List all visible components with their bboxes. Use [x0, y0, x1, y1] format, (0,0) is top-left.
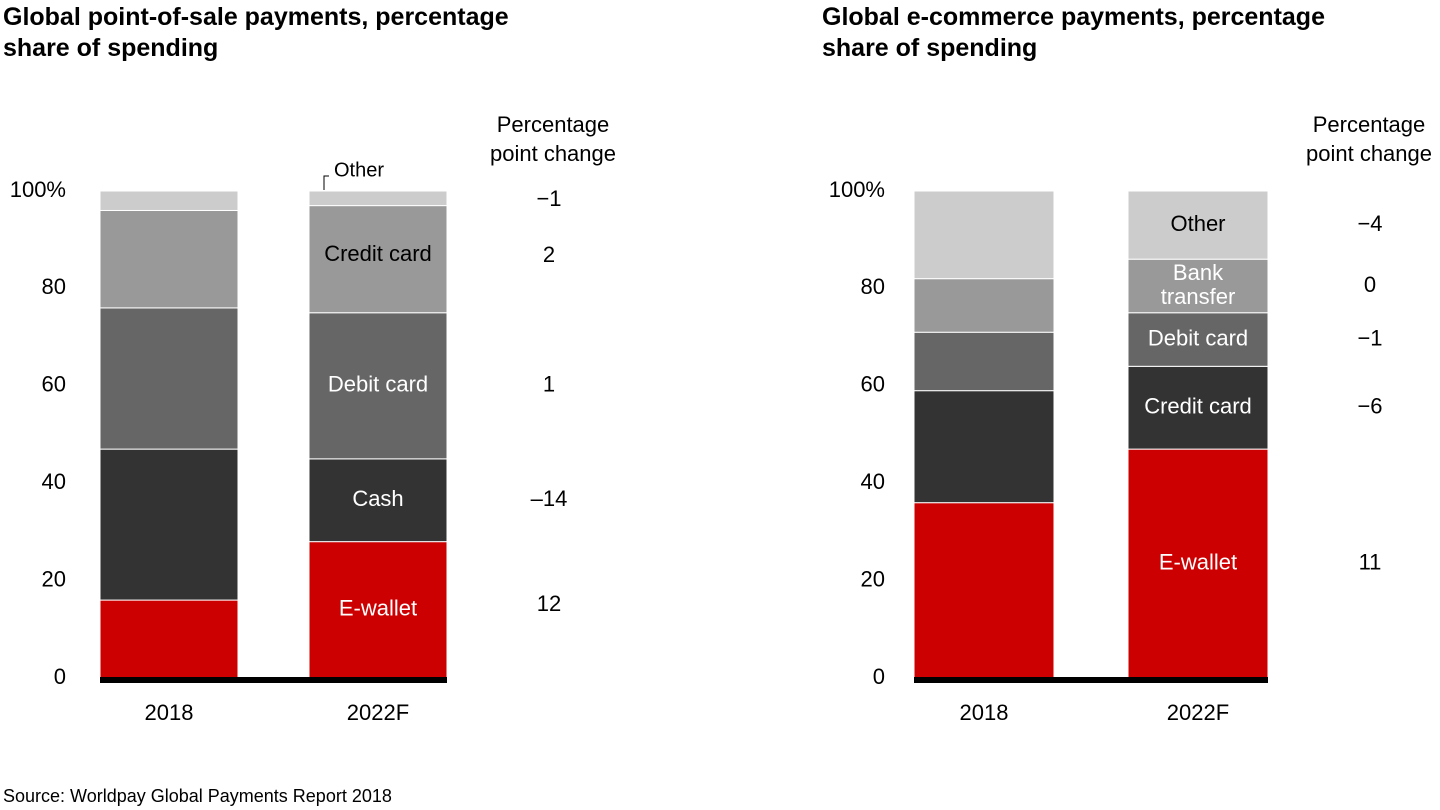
ec-y-tick-label: 0: [873, 664, 885, 689]
pos-bar-2018-debit-card: [99, 307, 239, 450]
ecommerce-chart-title: Global e-commerce payments, percentage s…: [822, 3, 1325, 62]
pos-y-tick-label: 0: [54, 664, 66, 689]
pos-change-value: –14: [531, 486, 568, 511]
pos-change-value: 2: [543, 242, 555, 267]
ec-change-value: 0: [1364, 272, 1376, 297]
ec-bar-2022f-credit-card: [1127, 365, 1269, 450]
ec-bar-label: Credit card: [1144, 394, 1252, 419]
ec-bar-label: Other: [1170, 211, 1225, 236]
ec-y-tick-label: 100%: [829, 177, 885, 202]
pos-y-tick-label: 40: [42, 469, 66, 494]
ec-bar-2022f-debit-card: [1127, 312, 1269, 367]
pos-change-header: Percentage: [497, 112, 610, 137]
pos-change-value: −1: [536, 186, 561, 211]
pos-y-tick-label: 80: [42, 274, 66, 299]
ec-x-category-label: 2018: [960, 700, 1009, 725]
ec-bar-2018-bank-transfer: [913, 278, 1055, 333]
pos-bar-2018-other: [99, 190, 239, 211]
ec-y-tick-label: 80: [861, 274, 885, 299]
ec-baseline: [914, 677, 1268, 683]
pos-baseline: [100, 677, 447, 683]
pos-bar-label: Debit card: [328, 372, 428, 397]
pos-bar-2022f-cash: [308, 458, 448, 543]
pos-bar-2022f-other: [308, 190, 448, 207]
ec-bar-2018-other: [913, 190, 1055, 280]
pos-change-value: 12: [537, 591, 561, 616]
pos-x-category-label: 2018: [145, 700, 194, 725]
ec-y-tick-label: 40: [861, 469, 885, 494]
pos-change-header: point change: [490, 141, 616, 166]
pos-y-tick-label: 100%: [10, 177, 66, 202]
ec-change-header: Percentage: [1313, 112, 1426, 137]
ec-change-value: −4: [1357, 211, 1382, 236]
ec-bar-label: Bank: [1173, 260, 1224, 285]
pos-y-tick-label: 20: [42, 566, 66, 591]
ec-change-value: −6: [1357, 394, 1382, 419]
pos-x-category-label: 2022F: [347, 700, 409, 725]
pos-other-callout-line: [323, 175, 329, 190]
ec-bar-label: E-wallet: [1159, 549, 1237, 574]
ec-change-value: 11: [1359, 549, 1382, 574]
pos-bar-2018-credit-card: [99, 209, 239, 309]
ec-bar-label: transfer: [1161, 284, 1236, 309]
source-note: Source: Worldpay Global Payments Report …: [3, 786, 392, 806]
pos-chart-title: Global point-of-sale payments, percentag…: [3, 3, 509, 62]
ec-bar-2022f-bank-transfer: [1127, 258, 1269, 314]
ec-y-tick-label: 60: [861, 372, 885, 397]
pos-y-tick-label: 60: [42, 372, 66, 397]
ec-bar-2018-credit-card: [913, 390, 1055, 504]
ec-change-header: point change: [1306, 141, 1432, 166]
pos-other-callout-label: Other: [334, 159, 384, 181]
ec-y-tick-label: 20: [861, 566, 885, 591]
pos-bar-2022f-e-wallet: [308, 541, 448, 679]
pos-change-value: 1: [543, 372, 555, 397]
pos-bar-label: Cash: [352, 486, 403, 511]
pos-bar-label: E-wallet: [339, 596, 417, 621]
pos-bar-label: Credit card: [324, 241, 432, 266]
pos-bar-2018-cash: [99, 448, 239, 601]
ec-bar-2022f-other: [1127, 190, 1269, 260]
ec-change-value: −1: [1357, 325, 1382, 350]
ec-x-category-label: 2022F: [1167, 700, 1229, 725]
ec-bar-2022f-e-wallet: [1127, 448, 1269, 679]
pos-bar-2018-e-wallet: [99, 599, 239, 679]
ec-bar-label: Debit card: [1148, 325, 1248, 350]
ec-bar-2018-debit-card: [913, 331, 1055, 392]
ec-bar-2018-e-wallet: [913, 502, 1055, 679]
